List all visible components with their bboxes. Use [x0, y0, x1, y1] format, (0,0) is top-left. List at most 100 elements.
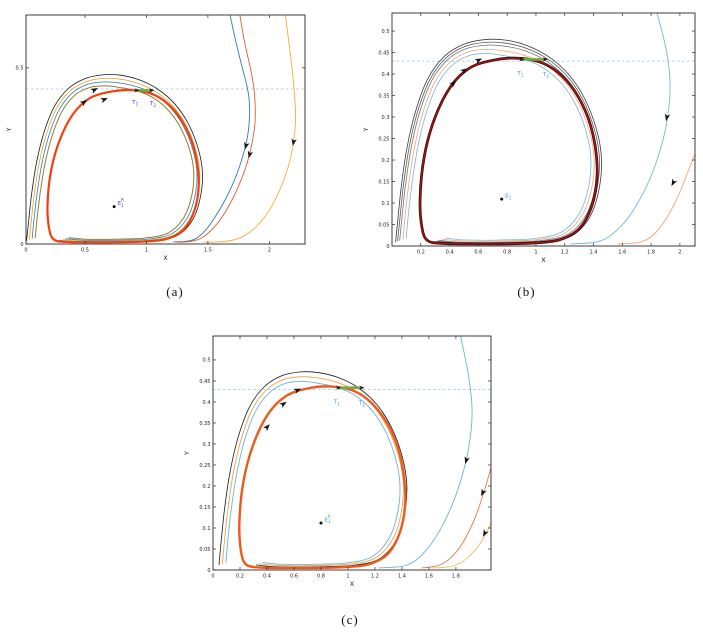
- y-tick-label: 0.3: [203, 442, 211, 448]
- x-tick-label: 0: [211, 574, 214, 580]
- spiral-trajectory-lightblue: [405, 53, 592, 241]
- flow-marker: [542, 57, 548, 62]
- equilibrium-point: [319, 521, 323, 525]
- y-axis-label: Y: [362, 127, 370, 132]
- label-equilibrium: E1R: [324, 514, 331, 524]
- x-tick-label: 1.4: [398, 574, 406, 580]
- spiral-trajectory-orange: [402, 48, 595, 242]
- y-tick-label: 0.35: [199, 421, 210, 427]
- x-tick-label: 2: [268, 248, 271, 254]
- x-axis-label: X: [350, 580, 355, 588]
- spiral-trajectory-black: [218, 371, 408, 568]
- x-tick-label: 0: [24, 248, 27, 254]
- x-tick-label: 0.4: [446, 250, 454, 256]
- x-tick-label: 1.2: [371, 574, 379, 580]
- x-axis-label: X: [163, 254, 168, 262]
- direction-arrow: [90, 88, 98, 94]
- direction-arrow: [79, 99, 88, 107]
- label-equilibrium: E1: [505, 194, 512, 201]
- phase-portrait-c: 0 0.2 0.4 0.6 0.8 1 1.2 1.4 1.6 1.8 0 0.05 0.1 0.15 0.…: [183, 335, 492, 588]
- x-tick-label: 1.8: [452, 574, 460, 580]
- direction-arrow: [293, 388, 302, 394]
- direction-arrow: [481, 488, 487, 497]
- y-axis-label: Y: [183, 451, 191, 456]
- y-tick-label: 0: [386, 244, 389, 250]
- y-tick-label: 0.35: [378, 93, 389, 99]
- direction-arrow: [247, 150, 254, 159]
- label-T2: T2: [542, 72, 549, 79]
- direction-arrow: [474, 58, 483, 65]
- y-tick-label: 0: [207, 568, 210, 574]
- direction-arrow: [449, 80, 457, 88]
- direction-arrow: [291, 138, 297, 146]
- incoming-trajectory-orange: [617, 153, 695, 245]
- caption-c: (c): [341, 612, 359, 627]
- label-T1: T1: [131, 100, 138, 107]
- x-axis-label: X: [541, 256, 546, 264]
- direction-arrow: [244, 141, 250, 150]
- y-tick-label: 0.45: [378, 50, 389, 56]
- direction-arrow: [671, 178, 678, 187]
- panel-a: 0 0.5 1 1.5 2 0 0.5 X Y T1 T2 E1R (a): [0, 0, 350, 300]
- phase-portrait-b: 0.2 0.4 0.6 0.8 1 1.2 1.4 1.6 1.8 2 0 0.05 0.1 0.15 0.…: [362, 12, 696, 264]
- x-tick-label: 1.8: [647, 250, 655, 256]
- label-T2: T2: [149, 101, 156, 108]
- flow-marker: [336, 385, 342, 390]
- axes-frame: [391, 12, 696, 247]
- axes-frame: [212, 335, 492, 571]
- limit-cycle: [238, 385, 407, 570]
- incoming-trajectory-blue: [173, 15, 251, 243]
- limit-cycle: [46, 88, 200, 244]
- flow-marker: [149, 88, 155, 93]
- x-tick-label: 0.4: [263, 574, 271, 580]
- limit-cycle: [419, 57, 598, 245]
- x-tick-label: 1.6: [425, 574, 433, 580]
- x-tick-label: 0.2: [417, 250, 425, 256]
- axes-frame: [25, 14, 306, 245]
- incoming-trajectory-blue: [570, 13, 671, 245]
- incoming-trajectory-red: [421, 466, 491, 569]
- y-tick-label: 0.5: [16, 66, 24, 72]
- x-tick-label: 1: [534, 250, 537, 256]
- y-tick-label: 0.2: [382, 158, 390, 164]
- panel-b: 0.2 0.4 0.6 0.8 1 1.2 1.4 1.6 1.8 2 0 0.05 0.1 0.15 0.…: [350, 0, 703, 300]
- y-tick-label: 0.05: [199, 547, 210, 553]
- y-tick-label: 0.3: [382, 115, 390, 121]
- x-tick-label: 1.2: [561, 250, 569, 256]
- y-tick-label: 0.5: [203, 358, 211, 364]
- spiral-trajectory-gray3: [399, 44, 598, 243]
- x-tick-label: 0.8: [503, 250, 511, 256]
- caption-b: (b): [517, 284, 536, 299]
- phase-portrait-a: 0 0.5 1 1.5 2 0 0.5 X Y T1 T2 E1R: [5, 14, 306, 262]
- y-tick-label: 0.4: [382, 72, 390, 78]
- x-tick-label: 1: [346, 574, 349, 580]
- y-tick-label: 0.1: [203, 526, 211, 532]
- x-tick-label: 1.6: [618, 250, 626, 256]
- y-tick-label: 0: [20, 242, 23, 248]
- y-tick-label: 0.45: [199, 379, 210, 385]
- panel-c: 0 0.2 0.4 0.6 0.8 1 1.2 1.4 1.6 1.8 0 0.05 0.1 0.15 0.…: [170, 330, 530, 628]
- equilibrium-point: [500, 197, 504, 201]
- x-tick-label: 2: [678, 250, 681, 256]
- label-equilibrium: E1R: [118, 198, 125, 208]
- flow-marker: [134, 88, 140, 93]
- direction-arrow: [464, 456, 470, 464]
- flow-marker: [359, 385, 365, 390]
- spiral-trajectory-lightblue: [225, 380, 401, 566]
- direction-arrow: [482, 529, 489, 537]
- y-tick-label: 0.2: [203, 484, 211, 490]
- y-tick-label: 0.15: [199, 505, 210, 511]
- direction-arrow: [459, 68, 468, 75]
- spiral-trajectory-orange: [221, 376, 404, 567]
- spiral-trajectory-olive: [34, 85, 195, 240]
- y-tick-label: 0.5: [382, 29, 390, 35]
- y-tick-label: 0.25: [199, 463, 210, 469]
- y-tick-label: 0.15: [378, 179, 389, 185]
- direction-arrow: [664, 113, 671, 122]
- y-tick-label: 0.25: [378, 136, 389, 142]
- incoming-trajectory-blue: [378, 336, 473, 569]
- x-tick-label: 0.2: [236, 574, 244, 580]
- y-tick-label: 0.4: [203, 400, 211, 406]
- y-tick-label: 0.1: [382, 201, 390, 207]
